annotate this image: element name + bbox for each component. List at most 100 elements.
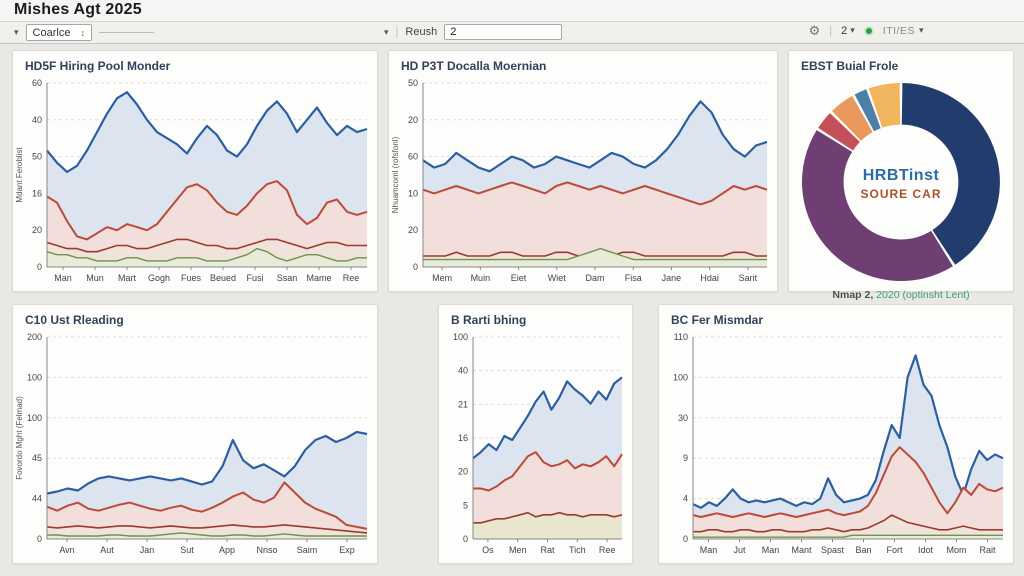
svg-text:10: 10	[408, 188, 418, 198]
svg-text:9: 9	[683, 453, 688, 463]
svg-text:Sut: Sut	[180, 545, 194, 555]
svg-text:45: 45	[32, 453, 42, 463]
svg-text:Mant: Mant	[791, 545, 812, 555]
svg-text:Fort: Fort	[886, 545, 903, 555]
svg-text:Jut: Jut	[733, 545, 746, 555]
svg-text:Mame: Mame	[306, 273, 331, 283]
svg-text:20: 20	[408, 225, 418, 235]
svg-text:Mem: Mem	[432, 273, 452, 283]
svg-text:Nnso: Nnso	[256, 545, 277, 555]
svg-text:Man: Man	[54, 273, 72, 283]
dashboard-content: HD5F Hiring Pool Monder 60 40 50 16 20 0 Man Mu…	[0, 44, 1024, 564]
toolbar-divider-line	[98, 32, 154, 33]
svg-text:Fusi: Fusi	[246, 273, 263, 283]
svg-text:Man: Man	[700, 545, 718, 555]
panel-title: C10 Ust Rleading	[25, 313, 124, 327]
panel-docalla: HD P3T Docalla Moernian 50 20 60 10 20 0 Mem Mu…	[388, 50, 778, 292]
svg-text:0: 0	[37, 262, 42, 272]
svg-text:Mun: Mun	[86, 273, 104, 283]
panel-title: B Rarti bhing	[451, 313, 527, 327]
svg-text:30: 30	[678, 413, 688, 423]
svg-text:Exp: Exp	[339, 545, 355, 555]
select-caret-icon: ↕	[80, 27, 85, 38]
svg-text:Rat: Rat	[540, 545, 555, 555]
svg-text:100: 100	[27, 372, 42, 382]
section-chevron-icon[interactable]: ▾	[384, 26, 389, 37]
panel-title: HD P3T Docalla Moernian	[401, 59, 547, 73]
panel-rarti-bhing: B Rarti bhing 100 40 21 16 20 5 0 Os Men Rat Tich R…	[438, 304, 633, 564]
svg-text:21: 21	[458, 399, 468, 409]
svg-text:20: 20	[458, 467, 468, 477]
svg-text:Fues: Fues	[181, 273, 202, 283]
svg-text:Jane: Jane	[662, 273, 682, 283]
svg-text:0: 0	[683, 534, 688, 544]
items-label: ITI/ES	[882, 24, 915, 37]
app-header: Mishes Agt 2025	[0, 0, 1024, 22]
donut-caption-rest: 2020 (optinsht Lent)	[873, 289, 970, 301]
svg-text:0: 0	[413, 262, 418, 272]
gear-icon[interactable]: ⚙	[808, 23, 821, 38]
svg-text:Ssan: Ssan	[277, 273, 298, 283]
svg-text:100: 100	[453, 332, 468, 342]
svg-text:4: 4	[683, 494, 688, 504]
refresh-label: Reush	[405, 26, 438, 38]
items-caret-icon: ▾	[918, 25, 924, 35]
svg-text:0: 0	[463, 534, 468, 544]
panel-buial-frole: EBST Buial Frole HRBTinst SOURE CAR Nmap …	[788, 50, 1014, 301]
svg-text:Saim: Saim	[297, 545, 318, 555]
refresh-input[interactable]	[444, 24, 563, 40]
svg-text:16: 16	[32, 188, 42, 198]
dashboard-row-top: HD5F Hiring Pool Monder 60 40 50 16 20 0 Man Mu…	[12, 50, 1014, 301]
svg-text:Fovordo Mght (Felmad): Fovordo Mght (Felmad)	[15, 396, 24, 480]
panel-title: HD5F Hiring Pool Monder	[25, 59, 171, 73]
svg-text:Eiet: Eiet	[511, 273, 527, 283]
zoom-value: 2	[841, 24, 848, 37]
view-select[interactable]: Coarlce ↕	[25, 24, 92, 41]
panel-title: EBST Buial Frole	[801, 59, 899, 73]
svg-text:Nhuamcoml (rofsfonl): Nhuamcoml (rofsfonl)	[391, 136, 400, 213]
docalla-area-chart: 50 20 60 10 20 0 Mem Muin Eiet Wiet Dam Fisa Jane Hda…	[389, 77, 777, 287]
panel-ust-rleading: C10 Ust Rleading 200 100 100 45 44 0 Avn Aut Jan…	[12, 304, 378, 564]
toolbar-separator: |	[829, 24, 833, 37]
svg-text:Os: Os	[482, 545, 494, 555]
svg-text:40: 40	[32, 115, 42, 125]
svg-text:Mart: Mart	[118, 273, 136, 283]
svg-text:Tich: Tich	[569, 545, 586, 555]
svg-text:Idot: Idot	[918, 545, 934, 555]
status-dot-icon	[863, 25, 874, 36]
svg-text:SOURE CAR: SOURE CAR	[860, 187, 941, 201]
svg-text:60: 60	[408, 152, 418, 162]
svg-text:Jan: Jan	[140, 545, 155, 555]
buial-donut-chart: HRBTinst SOURE CAR	[789, 77, 1013, 287]
donut-caption: Nmap 2, 2020 (optinsht Lent)	[789, 289, 1013, 301]
svg-text:Men: Men	[509, 545, 527, 555]
svg-text:Aut: Aut	[100, 545, 114, 555]
svg-text:100: 100	[27, 413, 42, 423]
rarti-bhing-area-chart: 100 40 21 16 20 5 0 Os Men Rat Tich Ree	[439, 331, 632, 559]
svg-text:Beued: Beued	[210, 273, 236, 283]
collapse-chevron-icon[interactable]: ▾	[14, 27, 19, 37]
svg-text:0: 0	[37, 534, 42, 544]
items-dropdown[interactable]: ITI/ES ▾	[883, 25, 924, 37]
zoom-dropdown[interactable]: 2 ▾	[841, 25, 855, 37]
svg-text:Hdai: Hdai	[700, 273, 719, 283]
svg-text:40: 40	[458, 366, 468, 376]
svg-text:Dam: Dam	[585, 273, 604, 283]
view-select-label: Coarlce	[32, 26, 71, 39]
svg-text:HRBTinst: HRBTinst	[863, 167, 940, 184]
page-title: Mishes Agt 2025	[14, 1, 142, 18]
zoom-caret-icon: ▾	[850, 25, 855, 35]
svg-text:110: 110	[674, 332, 688, 342]
svg-text:Mdant Feroblist: Mdant Feroblist	[15, 147, 24, 203]
svg-text:60: 60	[32, 78, 42, 88]
ust-rleading-area-chart: 200 100 100 45 44 0 Avn Aut Jan Sut App Nnso Saim Exp…	[13, 331, 377, 559]
svg-text:Spast: Spast	[821, 545, 845, 555]
svg-text:Man: Man	[762, 545, 780, 555]
panel-title: BC Fer Mismdar	[671, 313, 764, 327]
svg-text:20: 20	[408, 115, 418, 125]
svg-text:50: 50	[408, 78, 418, 88]
svg-text:200: 200	[27, 332, 42, 342]
svg-text:Ban: Ban	[855, 545, 871, 555]
svg-text:Ree: Ree	[599, 545, 616, 555]
svg-text:App: App	[219, 545, 235, 555]
